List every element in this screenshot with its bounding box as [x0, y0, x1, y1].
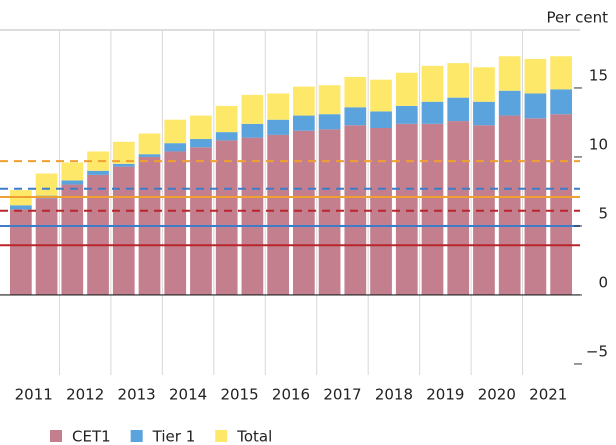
bar-segment [498, 90, 521, 116]
x-tick-label: 2012 [66, 386, 104, 404]
x-tick-label: 2018 [375, 386, 413, 404]
bar-segment [35, 198, 58, 295]
bar-segment [524, 93, 547, 119]
bar-segment [112, 163, 135, 167]
bar-segment [241, 123, 264, 138]
bar-segment [267, 93, 289, 120]
bar-segment [293, 115, 315, 131]
bar-segment [524, 58, 547, 94]
bar-segment [473, 101, 495, 126]
bar-segment [61, 180, 84, 185]
x-tick-label: 2017 [323, 386, 361, 404]
bar-segment [293, 130, 315, 295]
bar-segment [87, 174, 109, 295]
bar-segment [395, 123, 418, 295]
bar-segment [498, 56, 521, 91]
unit-label: Per cent [546, 9, 608, 27]
legend-swatch [50, 430, 62, 442]
bar-segment [190, 147, 212, 295]
x-tick-label: 2011 [15, 386, 53, 404]
legend-label: Tier 1 [152, 428, 196, 445]
x-tick-label: 2021 [529, 386, 567, 404]
y-tick-label: 5 [598, 204, 608, 222]
y-tick-label: −5 [586, 342, 608, 360]
bar-segment [318, 85, 341, 115]
bar-segment [421, 101, 444, 124]
bar-segment [318, 129, 341, 295]
bar-segment [61, 184, 84, 295]
bar-segment [138, 154, 161, 157]
bar-segment [267, 134, 289, 295]
bar-segment [138, 133, 161, 155]
bar-segment [10, 209, 32, 295]
legend-swatch [130, 430, 143, 442]
bar-segment [10, 205, 32, 210]
bar-segment [370, 79, 392, 112]
y-tick-label: 0 [598, 273, 608, 291]
bar-segment [550, 56, 572, 90]
bar-segment [498, 115, 521, 295]
x-tick-label: 2015 [220, 386, 258, 404]
bar-segment [550, 114, 572, 295]
bar-segment [421, 65, 444, 102]
bar-segment [524, 118, 547, 295]
x-tick-label: 2013 [118, 386, 156, 404]
bar-segment [370, 111, 392, 128]
bar-segment [190, 115, 212, 140]
bar-segment [112, 166, 135, 295]
legend-label: CET1 [72, 428, 111, 445]
bar-segment [215, 132, 238, 141]
bar-segment [215, 140, 238, 295]
x-tick-label: 2020 [478, 386, 516, 404]
y-tick-label: 15 [589, 66, 608, 84]
bar-segment [112, 141, 135, 164]
bar-segment [344, 76, 367, 108]
bar-segment [318, 114, 341, 130]
legend-label: Total [236, 428, 272, 445]
bar-segment [35, 173, 58, 196]
bar-segment [87, 170, 109, 175]
bar-segment [344, 107, 367, 126]
bar-segment [550, 89, 572, 115]
x-tick-label: 2019 [426, 386, 464, 404]
bar-segment [421, 123, 444, 295]
bar-segment [447, 63, 470, 98]
y-tick-label: 10 [589, 135, 608, 153]
bar-segment [241, 137, 264, 295]
bar-segment [190, 139, 212, 148]
legend-swatch [215, 430, 228, 442]
bar-segment [395, 72, 418, 106]
bar-segment [395, 105, 418, 124]
bar-segment [447, 97, 470, 122]
x-tick-label: 2016 [272, 386, 310, 404]
bar-segment [447, 121, 470, 295]
bar-segment [61, 162, 84, 181]
bar-segment [241, 94, 264, 124]
bar-segment [164, 151, 187, 295]
bar-segment [293, 86, 315, 116]
bar-segment [164, 119, 187, 144]
bar-segment [473, 67, 495, 102]
bar-segment [267, 119, 289, 135]
bar-segment [215, 105, 238, 133]
bar-segment [164, 143, 187, 152]
x-tick-label: 2014 [169, 386, 207, 404]
